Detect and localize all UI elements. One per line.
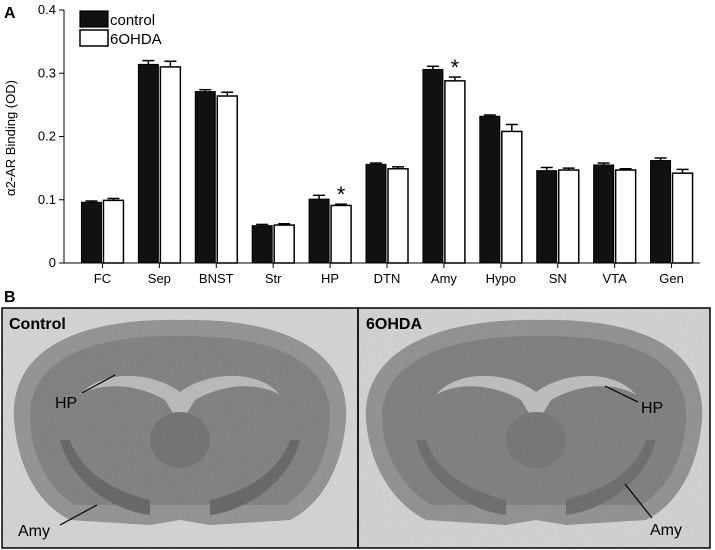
x-tick-label: Gen xyxy=(659,271,684,286)
bar-control-sep xyxy=(137,63,159,264)
bar-control-gen xyxy=(650,160,672,264)
legend-label-control: control xyxy=(110,12,155,29)
6ohda-section-title: 6OHDA xyxy=(366,316,422,333)
autoradiograph-panel: Control 6OHDA HP Amy HP Amy xyxy=(1,307,711,549)
x-tick-label: FC xyxy=(94,271,111,286)
control-amy-label: Amy xyxy=(18,523,50,540)
bar-6ohda-str xyxy=(273,224,295,264)
6ohda-amy-label: Amy xyxy=(650,522,682,539)
legend: control 6OHDA xyxy=(79,10,162,48)
bar-control-hp xyxy=(308,198,330,264)
panel-a-letter: A xyxy=(4,5,16,22)
x-tick-label: HP xyxy=(321,271,339,286)
control-hp-leader-line xyxy=(81,374,116,394)
x-tick-label: Str xyxy=(265,271,282,286)
y-tick-label: 0.4 xyxy=(38,2,56,17)
bar-control-fc xyxy=(80,201,102,264)
significance-star: * xyxy=(337,182,346,207)
y-tick-label: 0 xyxy=(49,255,56,270)
bar-6ohda-hp xyxy=(330,204,352,264)
bar-6ohda-dtn xyxy=(387,168,409,264)
x-tick-label: VTA xyxy=(602,271,627,286)
x-tick-label: SN xyxy=(549,271,567,286)
bar-6ohda-sn xyxy=(557,169,580,264)
bar-6ohda-gen xyxy=(671,172,694,264)
x-tick-label: BNST xyxy=(199,271,234,286)
bar-control-hypo xyxy=(479,115,501,264)
6ohda-section-frame xyxy=(357,307,711,549)
bar-6ohda-fc xyxy=(102,199,125,264)
legend-swatch-control xyxy=(79,10,109,28)
bar-control-amy xyxy=(422,68,444,264)
legend-swatch-6ohda xyxy=(79,29,109,47)
x-tick-label: DTN xyxy=(374,271,401,286)
bar-control-str xyxy=(251,225,273,264)
control-section-title: Control xyxy=(9,316,66,333)
film-grain-overlay xyxy=(2,308,710,548)
bar-control-bnst xyxy=(194,91,216,264)
control-hp-label: HP xyxy=(55,395,77,412)
bar-6ohda-bnst xyxy=(216,95,239,264)
x-tick-label: Hypo xyxy=(486,271,516,286)
x-tick-label: Amy xyxy=(431,271,458,286)
y-axis-title: α2-AR Binding (OD) xyxy=(3,80,18,196)
x-tick-label: Sep xyxy=(148,271,171,286)
6ohda-hp-leader-line xyxy=(604,385,639,403)
6ohda-hp-label: HP xyxy=(641,400,663,417)
legend-label-6ohda: 6OHDA xyxy=(110,31,162,48)
bar-control-dtn xyxy=(365,163,387,264)
binding-bar-chart: α2-AR Binding (OD) 0 0.1 0.2 0.3 0.4 FC Sep BN… xyxy=(3,2,700,286)
bar-control-vta xyxy=(593,164,615,264)
bar-6ohda-hypo xyxy=(501,130,523,264)
control-amy-leader-line xyxy=(59,504,98,526)
y-tick-label: 0.2 xyxy=(38,129,56,144)
y-tick-label: 0.1 xyxy=(38,192,56,207)
bar-6ohda-sep xyxy=(159,66,182,264)
panel-b-letter: B xyxy=(4,289,16,306)
bar-6ohda-amy xyxy=(444,80,466,264)
bar-control-sn xyxy=(536,170,558,264)
6ohda-amy-leader-line xyxy=(624,483,653,519)
y-tick-label: 0.3 xyxy=(38,65,56,80)
bar-6ohda-vta xyxy=(614,169,637,264)
significance-star: * xyxy=(451,55,460,80)
